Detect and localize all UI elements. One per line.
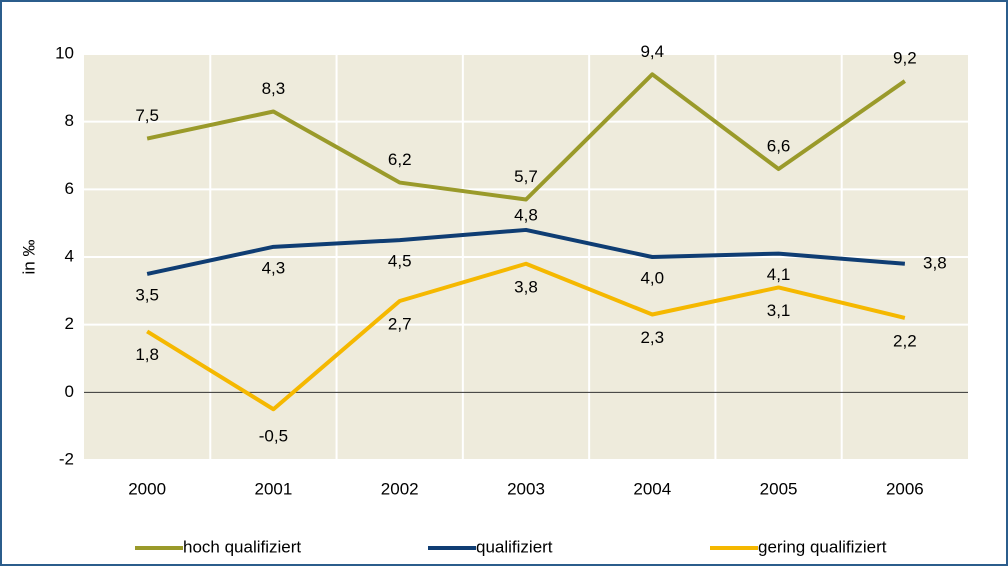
y-tick-label: 8 xyxy=(65,111,74,130)
data-label: -0,5 xyxy=(259,427,288,446)
data-label: 8,3 xyxy=(262,79,286,98)
data-label: 9,4 xyxy=(640,42,664,61)
data-label: 4,1 xyxy=(767,265,791,284)
data-label: 2,7 xyxy=(388,314,412,333)
data-label: 4,3 xyxy=(262,258,286,277)
data-label: 9,2 xyxy=(893,49,917,68)
data-label: 6,6 xyxy=(767,137,791,156)
y-tick-label: 4 xyxy=(65,246,74,265)
data-label: 4,8 xyxy=(514,205,538,224)
legend-label: gering qualifiziert xyxy=(758,537,887,556)
x-tick-label: 2006 xyxy=(886,479,924,498)
data-label: 3,8 xyxy=(923,253,947,272)
data-label: 7,5 xyxy=(135,106,159,125)
y-tick-label: 2 xyxy=(65,314,74,333)
y-tick-label: 6 xyxy=(65,179,74,198)
data-label: 2,2 xyxy=(893,331,917,350)
x-tick-label: 2000 xyxy=(128,479,166,498)
data-label: 4,5 xyxy=(388,252,412,271)
series-line xyxy=(146,72,907,202)
series-line xyxy=(146,261,906,412)
data-label: 3,8 xyxy=(514,277,538,296)
data-label: 5,7 xyxy=(514,167,538,186)
legend-label: qualifiziert xyxy=(476,537,553,556)
data-label: 4,0 xyxy=(640,268,664,287)
x-tick-label: 2003 xyxy=(507,479,545,498)
data-label: 6,2 xyxy=(388,150,412,169)
x-tick-label: 2005 xyxy=(760,479,798,498)
x-tick-label: 2001 xyxy=(255,479,293,498)
data-label: 3,1 xyxy=(767,301,791,320)
y-tick-label: -2 xyxy=(59,449,74,468)
y-axis-label: in ‰ xyxy=(19,240,38,275)
y-tick-label: 0 xyxy=(65,382,74,401)
x-tick-label: 2004 xyxy=(633,479,671,498)
data-label: 1,8 xyxy=(135,345,159,364)
x-tick-label: 2002 xyxy=(381,479,419,498)
legend-label: hoch qualifiziert xyxy=(183,537,301,556)
data-label: 3,5 xyxy=(135,285,159,304)
series-line xyxy=(146,227,906,276)
y-tick-label: 10 xyxy=(55,43,74,62)
data-label: 2,3 xyxy=(640,328,664,347)
